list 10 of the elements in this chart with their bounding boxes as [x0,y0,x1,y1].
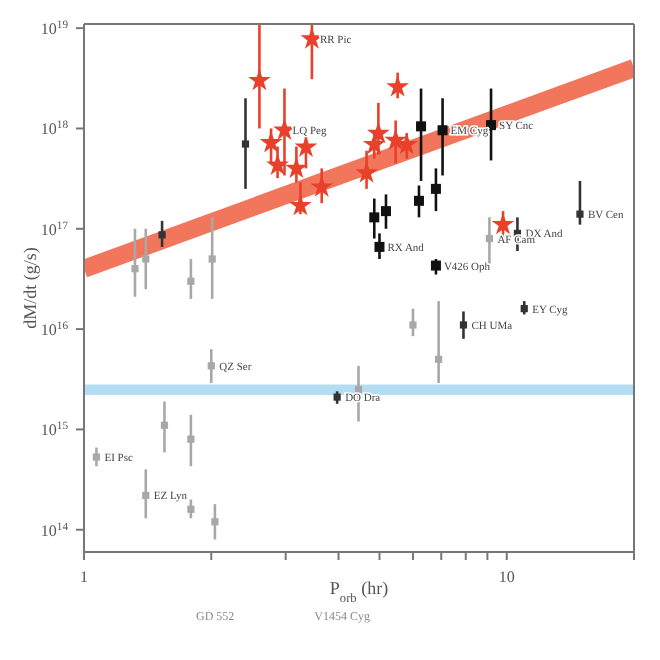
x-tick-label: 10 [498,568,515,586]
y-axis-title: dM/dt (g/s) [20,247,40,329]
y-tick-label: 10$^{14}$ [40,521,69,540]
y-tick-label: 10$^{15}$ [40,421,69,440]
x-tick-label: 1 [80,568,88,586]
y-tick-label: 10$^{16}$ [40,321,69,340]
y-tick-label: 10$^{17}$ [40,220,69,239]
y-tick-label: 10$^{18}$ [40,120,69,139]
y-tick-label: 10$^{19}$ [40,20,69,39]
x-axis-title: P$_{orb}$ (hr) [329,578,389,605]
